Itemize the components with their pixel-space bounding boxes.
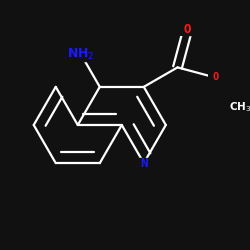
- Bar: [73, 49, 90, 60]
- Bar: [210, 72, 220, 83]
- Bar: [182, 25, 193, 35]
- Text: N: N: [140, 157, 147, 170]
- Text: NH$_2$: NH$_2$: [68, 47, 95, 62]
- Text: CH$_3$: CH$_3$: [229, 100, 250, 114]
- Bar: [138, 158, 150, 168]
- Text: O: O: [184, 23, 191, 36]
- Text: O: O: [212, 72, 218, 83]
- Bar: [232, 102, 249, 113]
